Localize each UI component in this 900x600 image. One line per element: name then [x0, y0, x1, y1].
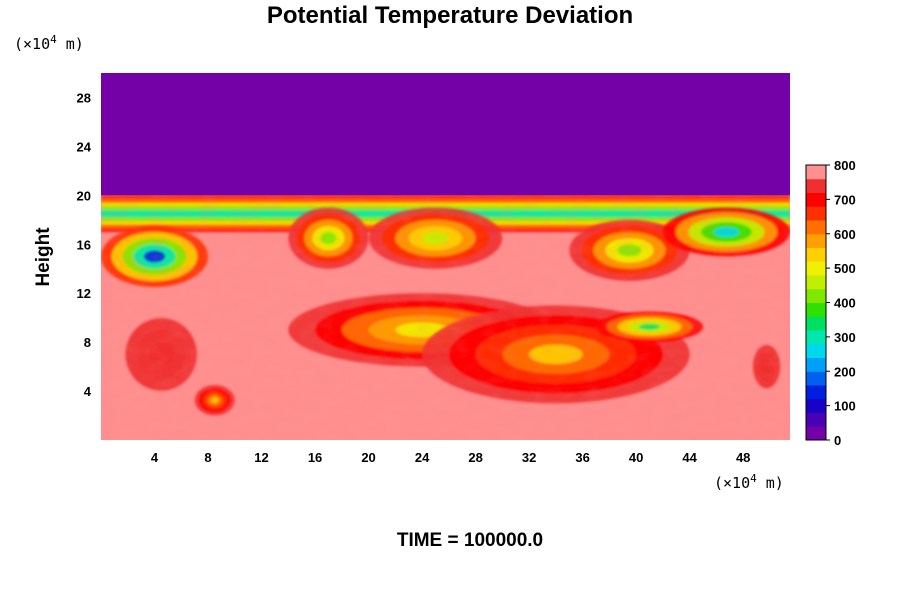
- colorbar-swatch: [806, 233, 826, 248]
- colorbar-swatch: [806, 316, 826, 331]
- colorbar-swatch: [806, 178, 826, 193]
- colorbar-swatch: [806, 165, 826, 180]
- colorbar-swatch: [806, 412, 826, 427]
- time-label: TIME = 100000.0: [396, 530, 544, 551]
- colorbar-swatch: [806, 206, 826, 221]
- y-tick-label: 16: [77, 237, 91, 252]
- colorbar-swatch: [806, 385, 826, 400]
- colorbar-tick-label: 500: [834, 261, 856, 276]
- colorbar-swatch: [806, 192, 826, 207]
- y-unit-label: (×104 m): [14, 33, 84, 53]
- x-axis: 4 8 12 16 20 24 28 32 36 40 44 48: [151, 450, 751, 465]
- y-tick-label: 28: [77, 90, 91, 105]
- x-tick-label: 32: [522, 450, 536, 465]
- x-tick-label: 4: [151, 450, 159, 465]
- y-tick-label: 8: [84, 335, 91, 350]
- colorbar-swatch: [806, 247, 826, 262]
- colorbar-tick-label: 600: [834, 227, 856, 242]
- field-layer: [101, 73, 790, 440]
- x-tick-label: 28: [468, 450, 482, 465]
- colorbar-swatch: [806, 343, 826, 358]
- colorbar-tick-label: 800: [834, 158, 856, 173]
- colorbar-swatch: [806, 302, 826, 317]
- chart-title: Potential Temperature Deviation: [266, 2, 634, 29]
- y-axis-label: Height: [33, 227, 54, 287]
- colorbar-swatch: [806, 330, 826, 345]
- field-upper-layer: [101, 73, 790, 196]
- colorbar-tick-label: 100: [834, 399, 856, 414]
- colorbar-tick-label: 400: [834, 296, 856, 311]
- field-texture: [101, 195, 790, 440]
- x-tick-label: 12: [254, 450, 268, 465]
- y-axis: 4 8 12 16 20 24 28: [77, 90, 92, 399]
- colorbar-swatch: [806, 275, 826, 290]
- y-tick-label: 20: [77, 188, 91, 203]
- x-tick-label: 36: [575, 450, 589, 465]
- colorbar-swatch: [806, 426, 826, 441]
- colorbar-tick-label: 0: [834, 433, 841, 448]
- x-tick-label: 20: [361, 450, 375, 465]
- colorbar-tick-label: 200: [834, 364, 856, 379]
- x-tick-label: 24: [415, 450, 430, 465]
- y-tick-label: 24: [77, 139, 92, 154]
- x-tick-label: 44: [682, 450, 697, 465]
- colorbar-swatch: [806, 398, 826, 413]
- colorbar-swatch: [806, 261, 826, 276]
- x-unit-label: (×104 m): [714, 472, 784, 492]
- colorbar: 0 100 200 300 400 500 600 700 800: [805, 158, 856, 448]
- colorbar-tick-label: 700: [834, 192, 856, 207]
- x-tick-label: 16: [308, 450, 322, 465]
- colorbar-swatch: [806, 220, 826, 235]
- colorbar-swatch: [806, 371, 826, 386]
- x-tick-label: 40: [629, 450, 643, 465]
- colorbar-swatch: [806, 357, 826, 372]
- y-tick-label: 4: [84, 384, 92, 399]
- x-tick-label: 48: [736, 450, 750, 465]
- colorbar-swatch: [806, 288, 826, 303]
- y-tick-label: 12: [77, 286, 91, 301]
- x-tick-label: 8: [204, 450, 211, 465]
- plot-area: [101, 73, 790, 440]
- colorbar-tick-label: 300: [834, 330, 856, 345]
